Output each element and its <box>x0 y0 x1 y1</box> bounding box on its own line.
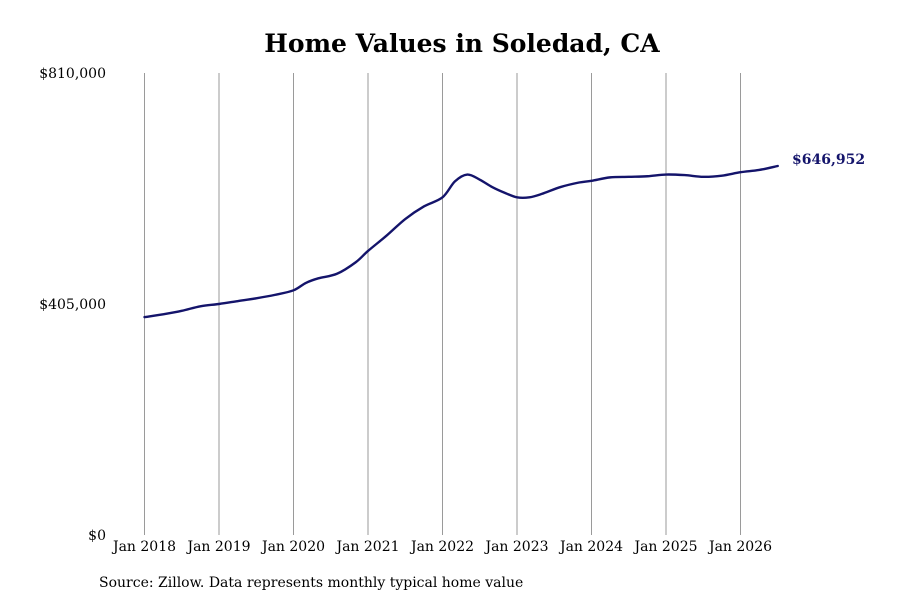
x-axis-ticks: Jan 2018 Jan 2019 Jan 2020 Jan 2021 Jan 2022… <box>111 539 772 555</box>
vertical-gridlines <box>144 73 741 535</box>
x-tick-label: Jan 2022 <box>409 539 474 555</box>
x-tick-label: Jan 2020 <box>260 539 325 555</box>
y-tick-label: $405,000 <box>39 297 106 313</box>
x-tick-label: Jan 2021 <box>334 539 399 555</box>
y-axis-ticks: $0 $405,000 $810,000 <box>39 66 106 544</box>
home-value-line <box>143 164 779 319</box>
x-tick-label: Jan 2024 <box>558 539 623 555</box>
x-tick-label: Jan 2018 <box>111 539 176 555</box>
x-tick-label: Jan 2019 <box>185 539 250 555</box>
y-tick-label: $0 <box>88 528 106 544</box>
source-note: Source: Zillow. Data represents monthly … <box>99 575 523 591</box>
latest-value-label: $646,952 <box>792 152 865 168</box>
x-tick-label: Jan 2025 <box>632 539 697 555</box>
y-tick-label: $810,000 <box>39 66 106 82</box>
chart-title: Home Values in Soledad, CA <box>264 29 660 58</box>
x-tick-label: Jan 2023 <box>483 539 548 555</box>
x-tick-label: Jan 2026 <box>707 539 772 555</box>
